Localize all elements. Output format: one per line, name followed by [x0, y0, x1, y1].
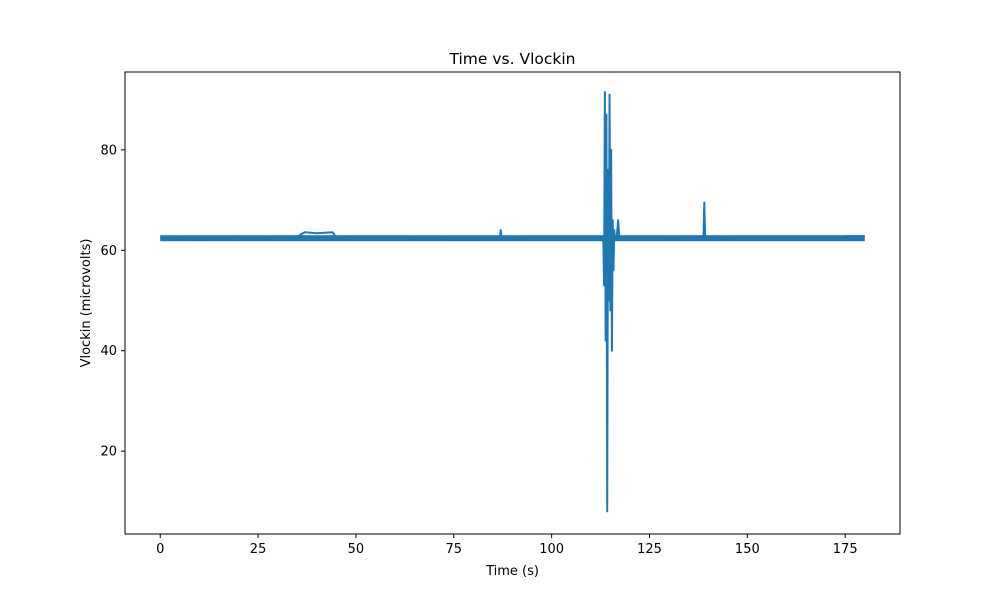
y-tick-label: 20: [100, 445, 117, 460]
x-tick-label: 75: [446, 542, 463, 557]
y-tick-label: 40: [100, 344, 117, 359]
x-tick-label: 125: [637, 542, 662, 557]
series-layer: [160, 91, 865, 513]
plot-frame: [124, 71, 901, 535]
x-tick-label: 50: [348, 542, 365, 557]
x-tick-label: 25: [250, 542, 267, 557]
x-tick-label: 0: [156, 542, 164, 557]
plot-area: [124, 71, 901, 535]
y-axis-label: Vlockin (microvolts): [79, 239, 94, 368]
x-tick-label: 100: [539, 542, 564, 557]
y-tick-label: 60: [100, 244, 117, 259]
x-axis: 0 25 50 75 100 125 150 175: [156, 534, 858, 557]
x-tick-label: 175: [833, 542, 858, 557]
x-tick-label: 150: [735, 542, 760, 557]
series-line-0: [160, 91, 865, 513]
y-axis: 20 40 60 80: [100, 143, 125, 460]
chart-title: Time vs. Vlockin: [449, 50, 576, 68]
x-axis-label: Time (s): [485, 564, 539, 579]
y-tick-label: 80: [100, 143, 117, 158]
